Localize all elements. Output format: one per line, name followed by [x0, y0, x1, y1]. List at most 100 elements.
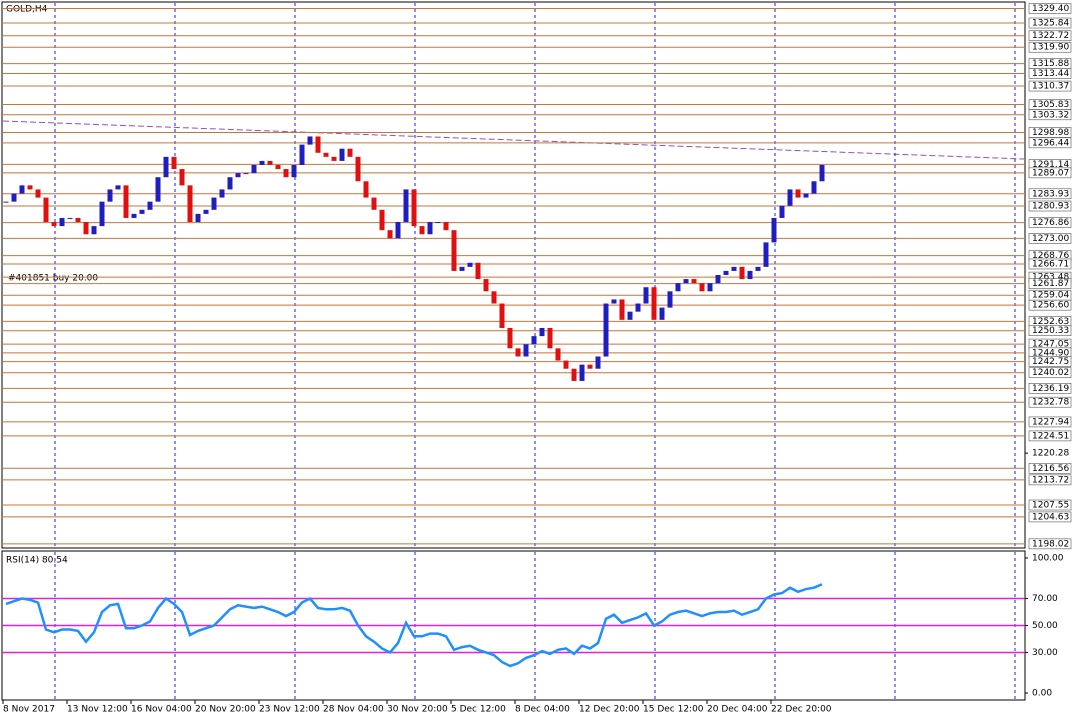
level-label: 1236.19: [1032, 384, 1069, 394]
candle: [723, 270, 729, 275]
rsi-title: RSI(14) 80.54: [6, 556, 68, 566]
level-label-box: [1028, 188, 1072, 200]
candle: [459, 266, 465, 271]
level-label-box: [1028, 474, 1072, 486]
candle: [467, 262, 473, 267]
candle: [811, 181, 817, 194]
level-label: 1310.37: [1032, 82, 1069, 92]
candle: [299, 144, 305, 165]
level-label: 1325.84: [1032, 19, 1069, 29]
level-label: 1305.83: [1032, 100, 1069, 110]
candle: [443, 222, 449, 231]
level-label: 1319.90: [1032, 43, 1069, 53]
x-tick-label: 15 Dec 12:00: [643, 705, 704, 715]
level-label: 1313.44: [1032, 69, 1069, 79]
candle: [227, 177, 233, 190]
chart-title: GOLD,H4: [6, 5, 48, 15]
candle: [131, 213, 137, 218]
level-label-box: [1028, 41, 1072, 53]
candle: [507, 327, 513, 349]
y-tick-label: 30.00: [1032, 648, 1058, 658]
level-label: 1291.14: [1032, 160, 1069, 170]
candle: [27, 185, 33, 190]
x-tick-label: 5 Dec 12:00: [451, 705, 506, 715]
candle: [475, 262, 481, 280]
candle: [75, 217, 81, 223]
candle: [99, 201, 105, 227]
candle: [523, 344, 529, 357]
price-panel: [1, 1, 1026, 549]
candle: [35, 189, 41, 198]
candle: [731, 266, 737, 271]
candle: [635, 303, 641, 312]
candle: [483, 279, 489, 292]
x-tick-label: 20 Dec 04:00: [707, 705, 768, 715]
y-tick-label: 1220.28: [1032, 449, 1069, 459]
level-label: 1252.63: [1032, 317, 1069, 327]
candle: [315, 136, 321, 153]
order-label: #401851 buy 20.00: [8, 274, 98, 284]
candle: [435, 222, 441, 224]
candle: [587, 364, 593, 369]
candle: [51, 222, 57, 227]
candle: [91, 226, 97, 235]
rsi-line: [5, 583, 823, 668]
candle: [771, 217, 777, 243]
x-tick-label: 8 Nov 2017: [3, 705, 55, 715]
candle: [11, 193, 17, 202]
candle: [619, 299, 625, 320]
level-label: 1298.98: [1032, 128, 1069, 138]
level-label-box: [1028, 367, 1072, 379]
level-label-box: [1028, 17, 1072, 29]
candle: [419, 226, 425, 235]
level-label: 1256.60: [1032, 301, 1069, 311]
candle: [571, 368, 577, 381]
level-label-box: [1028, 538, 1072, 550]
candle: [243, 173, 249, 175]
candle: [123, 185, 129, 218]
level-label-box: [1028, 383, 1072, 394]
candle: [283, 169, 289, 178]
candle: [3, 201, 9, 203]
level-label-box: [1028, 258, 1072, 270]
candle: [403, 189, 409, 223]
level-label-box: [1028, 30, 1072, 42]
level-label: 1244.90: [1032, 348, 1069, 358]
level-label-box: [1028, 299, 1072, 311]
candle: [171, 156, 177, 170]
candle: [379, 209, 385, 231]
candle: [779, 205, 785, 218]
candle: [699, 283, 705, 292]
level-label: 1224.51: [1032, 431, 1069, 441]
level-label: 1273.00: [1032, 234, 1069, 244]
level-label-box: [1028, 430, 1072, 442]
level-label: 1207.55: [1032, 501, 1069, 511]
level-label: 1232.78: [1032, 398, 1069, 408]
candle: [363, 181, 369, 198]
level-label: 1266.71: [1032, 259, 1069, 269]
level-label-box: [1028, 416, 1072, 428]
candle: [795, 189, 801, 198]
candle: [515, 348, 521, 357]
level-label: 1329.40: [1032, 4, 1069, 14]
level-label: 1296.44: [1032, 138, 1069, 148]
level-label: 1283.93: [1032, 189, 1069, 199]
candle: [667, 291, 673, 308]
level-label-box: [1028, 167, 1072, 179]
candle: [611, 299, 617, 304]
candle: [339, 148, 345, 161]
candle: [107, 189, 113, 202]
candle: [763, 242, 769, 267]
candle: [219, 189, 225, 198]
candle: [203, 209, 209, 214]
candle: [83, 222, 89, 235]
level-label-box: [1028, 396, 1072, 408]
candle: [603, 303, 609, 357]
candle: [691, 279, 697, 284]
candle: [59, 217, 65, 227]
candle: [19, 185, 25, 194]
y-tick-label: 100.00: [1032, 554, 1064, 564]
candle: [267, 160, 273, 165]
candle: [747, 270, 753, 280]
candle: [427, 222, 433, 235]
